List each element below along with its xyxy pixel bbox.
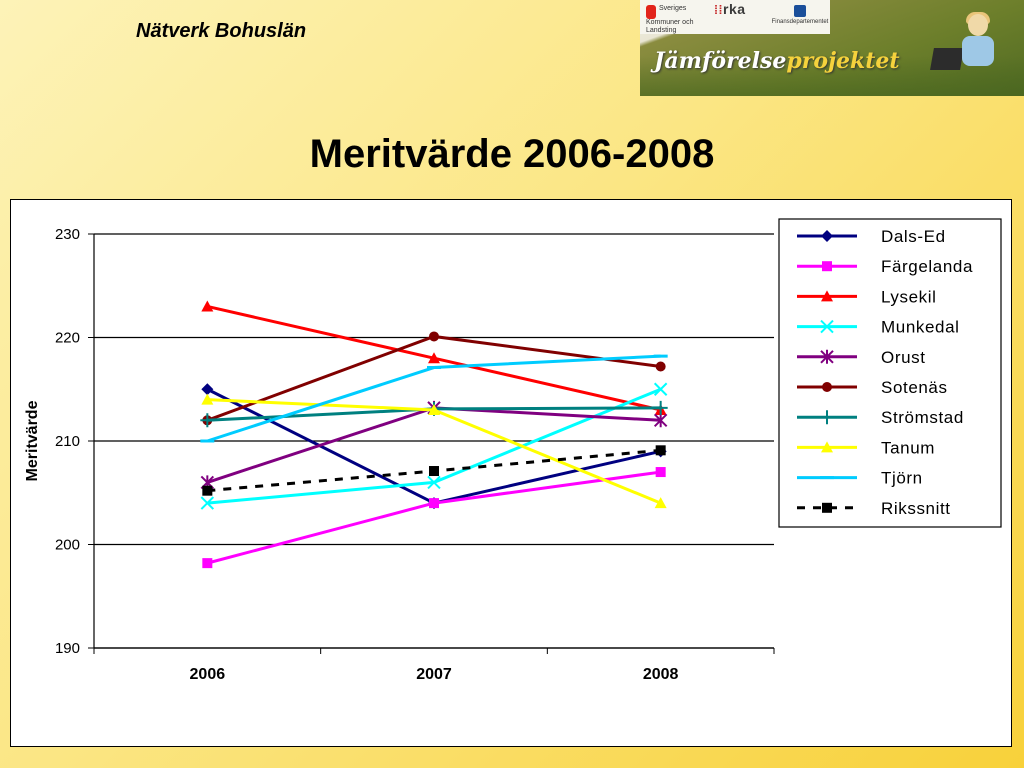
data-point — [429, 466, 439, 477]
legend-label: Lysekil — [881, 287, 937, 306]
legend-label: Munkedal — [881, 318, 960, 337]
y-tick-label: 190 — [55, 640, 80, 657]
legend-label: Strömstad — [881, 408, 964, 427]
data-point — [427, 475, 441, 490]
skl-logo-icon — [646, 5, 656, 19]
project-banner: Sveriges Kommuner och Landsting ⁞⁞rka Fi… — [640, 0, 1024, 96]
legend-marker — [820, 410, 834, 425]
data-point — [653, 382, 668, 396]
y-tick-label: 220 — [55, 330, 80, 347]
y-tick-label: 230 — [55, 226, 80, 243]
data-point — [428, 352, 440, 364]
data-point — [201, 393, 214, 405]
project-name-suffix: projektet — [786, 48, 900, 74]
data-point — [200, 413, 215, 428]
chart-frame: 190 200 210 220 230 2006 2007 2008 Meritvärde Dal… — [10, 199, 1012, 747]
data-point — [429, 331, 439, 342]
skl-logo: Sveriges Kommuner och Landsting — [646, 5, 706, 35]
legend-marker — [820, 349, 834, 364]
legend-label: Orust — [881, 348, 926, 367]
partner-logos: Sveriges Kommuner och Landsting ⁞⁞rka Fi… — [640, 0, 830, 34]
data-point — [655, 361, 666, 372]
data-point — [200, 496, 215, 510]
legend-marker — [820, 319, 834, 334]
project-name: Jämförelseprojektet — [654, 48, 900, 74]
slide-title: Meritvärde 2006-2008 — [309, 132, 715, 176]
x-tick-label: 2008 — [643, 666, 679, 683]
legend-marker — [821, 230, 833, 242]
data-point — [201, 300, 214, 312]
rka-logo-text: rka — [723, 1, 746, 17]
org-name: Nätverk Bohuslän — [136, 20, 307, 42]
y-axis-label: Meritvärde — [24, 400, 41, 481]
finansdepartementet-logo: Finansdepartementet — [770, 5, 830, 26]
legend-label: Tjörn — [881, 469, 923, 488]
legend-label: Sotenäs — [881, 378, 948, 397]
legend-label: Färgelanda — [881, 257, 973, 276]
legend-label: Tanum — [881, 438, 935, 457]
data-point — [201, 383, 214, 396]
data-point — [202, 558, 213, 569]
legend-marker — [821, 290, 833, 302]
data-point — [428, 403, 440, 415]
data-point — [653, 413, 668, 428]
data-point — [654, 497, 667, 509]
skl-logo-text: Sveriges Kommuner och Landsting — [646, 5, 694, 34]
legend-marker — [822, 261, 832, 272]
legend — [778, 218, 1002, 528]
rka-dots-icon: ⁞⁞ — [714, 3, 723, 17]
line-chart: 190 200 210 220 230 2006 2007 2008 Meritvärde Dal… — [24, 218, 1002, 683]
data-point — [655, 467, 666, 478]
legend-marker — [821, 441, 833, 453]
y-tick-label: 210 — [55, 433, 80, 450]
fin-logo-text: Finansdepartementet — [771, 19, 829, 25]
legend-marker — [822, 382, 832, 392]
data-point — [653, 400, 668, 415]
project-name-prefix: Jämförelse — [654, 48, 787, 74]
rka-logo: ⁞⁞rka — [714, 2, 746, 17]
y-tick-label: 200 — [55, 537, 80, 554]
data-point — [429, 498, 439, 509]
legend-label: Dals-Ed — [881, 227, 946, 246]
crown-icon — [794, 5, 806, 17]
child-illustration — [958, 12, 998, 84]
legend-marker — [822, 502, 832, 513]
legend-label: Rikssnitt — [881, 499, 951, 518]
data-point — [655, 445, 666, 456]
x-tick-label: 2007 — [416, 666, 452, 683]
x-tick-label: 2006 — [190, 666, 226, 683]
data-point — [202, 485, 213, 496]
